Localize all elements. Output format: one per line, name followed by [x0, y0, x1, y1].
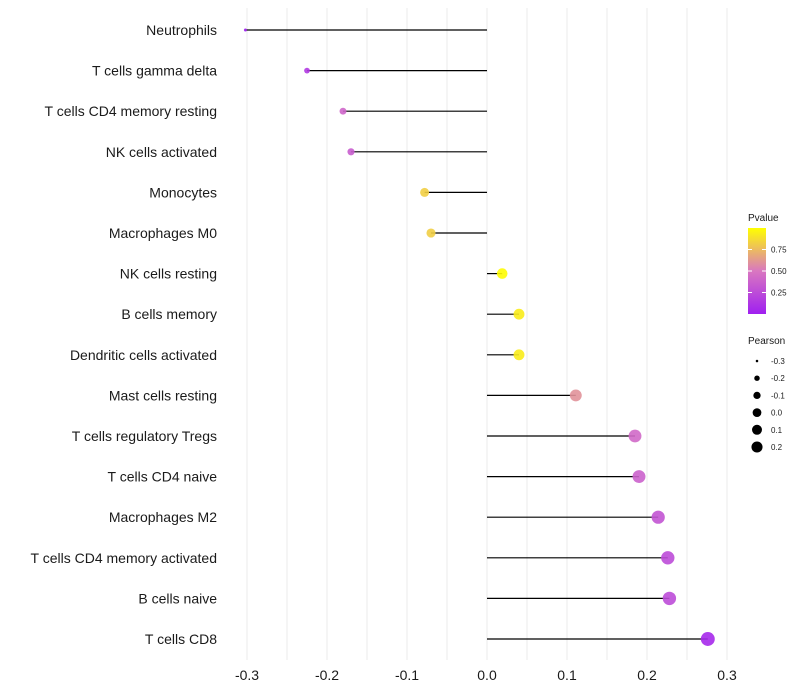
- data-point: [426, 228, 436, 238]
- y-tick-label: T cells CD4 naive: [108, 469, 218, 485]
- x-tick-label: 0.0: [477, 667, 497, 683]
- x-tick-label: -0.2: [315, 667, 339, 683]
- y-tick-label: NK cells resting: [120, 266, 217, 282]
- data-point: [339, 107, 347, 115]
- size-legend-key: [755, 359, 759, 363]
- x-tick-label: -0.1: [395, 667, 419, 683]
- x-tick-label: 0.2: [637, 667, 657, 683]
- data-point: [651, 510, 665, 524]
- y-tick-label: Mast cells resting: [109, 387, 217, 403]
- x-tick-label: 0.1: [557, 667, 577, 683]
- y-tick-label: B cells naive: [138, 590, 217, 606]
- pvalue-legend-title: Pvalue: [748, 213, 779, 224]
- pvalue-legend: Pvalue 0.25 0.50 0.75: [748, 213, 787, 314]
- points: [243, 28, 715, 646]
- data-point: [496, 268, 508, 279]
- data-point: [513, 308, 525, 320]
- y-tick-label: T cells CD8: [145, 631, 217, 647]
- pearson-legend: Pearson -0.3 -0.2 -0.1 0.0 0.1 0.2: [748, 336, 785, 453]
- pearson-legend-label: 0.0: [771, 409, 783, 418]
- y-tick-label: B cells memory: [121, 306, 217, 322]
- y-tick-label: Dendritic cells activated: [70, 347, 217, 363]
- y-tick-label: Neutrophils: [146, 22, 217, 38]
- size-legend-key: [754, 375, 760, 381]
- grid-lines: [246, 8, 728, 660]
- x-tick-label: 0.3: [717, 667, 737, 683]
- y-tick-label: T cells regulatory Tregs: [72, 428, 217, 444]
- size-legend-key: [752, 408, 762, 417]
- pearson-legend-title: Pearson: [748, 336, 785, 347]
- x-axis-labels: -0.3 -0.2 -0.1 0.0 0.1 0.2 0.3: [235, 667, 737, 683]
- pearson-legend-label: -0.3: [771, 357, 785, 366]
- pearson-legend-label: 0.2: [771, 443, 783, 452]
- data-point: [513, 349, 525, 361]
- data-point: [662, 591, 677, 606]
- y-tick-label: T cells CD4 memory resting: [45, 103, 217, 119]
- data-point: [661, 551, 675, 565]
- data-point: [632, 470, 646, 484]
- size-legend-key: [752, 424, 762, 435]
- y-tick-label: Macrophages M2: [109, 509, 217, 525]
- stems: [245, 29, 708, 640]
- pearson-legend-label: -0.2: [771, 374, 785, 383]
- data-point: [243, 28, 247, 32]
- y-tick-label: Monocytes: [149, 184, 217, 200]
- y-tick-label: NK cells activated: [106, 144, 217, 160]
- pvalue-legend-label: 0.50: [771, 267, 787, 276]
- data-point: [420, 187, 430, 197]
- y-tick-label: Macrophages M0: [109, 225, 217, 241]
- data-point: [700, 632, 715, 646]
- size-legend-key: [751, 441, 763, 453]
- pvalue-legend-label: 0.75: [771, 246, 787, 255]
- data-point: [569, 389, 582, 402]
- pvalue-colorbar: [748, 228, 766, 314]
- x-tick-label: -0.3: [235, 667, 259, 683]
- y-tick-label: T cells CD4 memory activated: [31, 550, 217, 566]
- data-point: [628, 429, 642, 443]
- data-point: [347, 148, 355, 156]
- pvalue-legend-label: 0.25: [771, 289, 787, 298]
- y-tick-label: T cells gamma delta: [92, 63, 217, 79]
- size-legend-key: [753, 391, 761, 400]
- pearson-legend-label: 0.1: [771, 426, 783, 435]
- y-axis-labels: Neutrophils T cells gamma delta T cells CD…: [31, 22, 218, 647]
- pearson-legend-label: -0.1: [771, 391, 785, 400]
- data-point: [304, 67, 310, 74]
